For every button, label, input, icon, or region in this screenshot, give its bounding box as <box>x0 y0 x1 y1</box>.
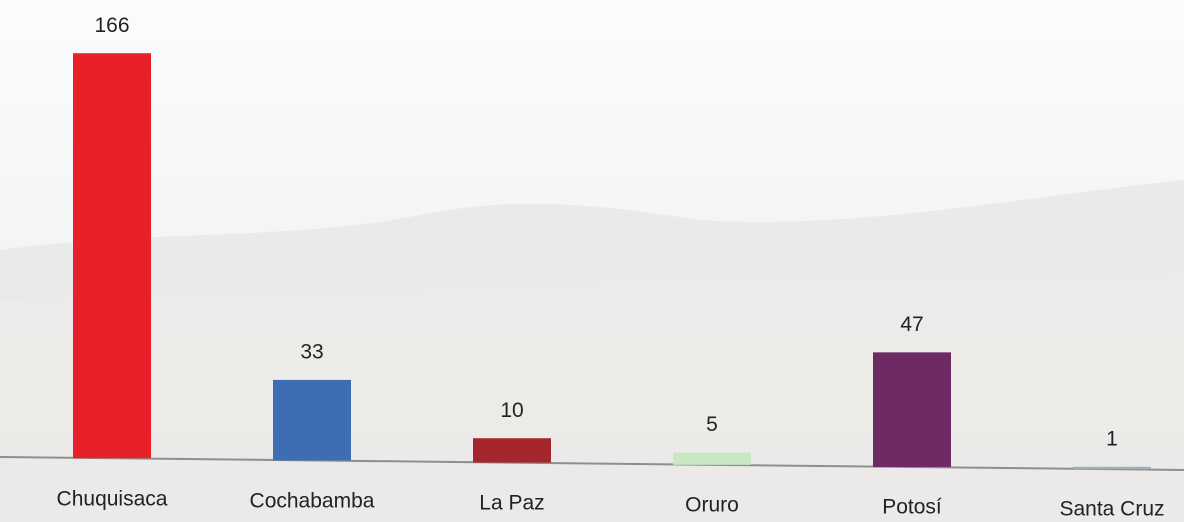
x-tick-label: Santa Cruz <box>1059 498 1164 521</box>
bar <box>873 352 951 468</box>
bar <box>473 438 551 463</box>
bar <box>73 53 151 459</box>
value-label: 47 <box>900 313 923 336</box>
field <box>0 270 1184 522</box>
bar <box>673 452 751 465</box>
x-tick-label: Chuquisaca <box>57 488 168 511</box>
x-tick-label: Oruro <box>685 494 739 517</box>
x-tick-label: La Paz <box>479 492 544 515</box>
bar <box>1073 466 1151 470</box>
value-label: 1 <box>1106 427 1118 450</box>
baseline <box>0 456 1184 471</box>
value-label: 166 <box>94 14 129 37</box>
value-label: 10 <box>500 399 523 422</box>
bar <box>273 379 351 461</box>
x-tick-label: Potosí <box>882 496 942 519</box>
value-label: 5 <box>706 413 718 436</box>
x-tick-label: Cochabamba <box>250 490 375 513</box>
value-label: 33 <box>300 340 323 363</box>
